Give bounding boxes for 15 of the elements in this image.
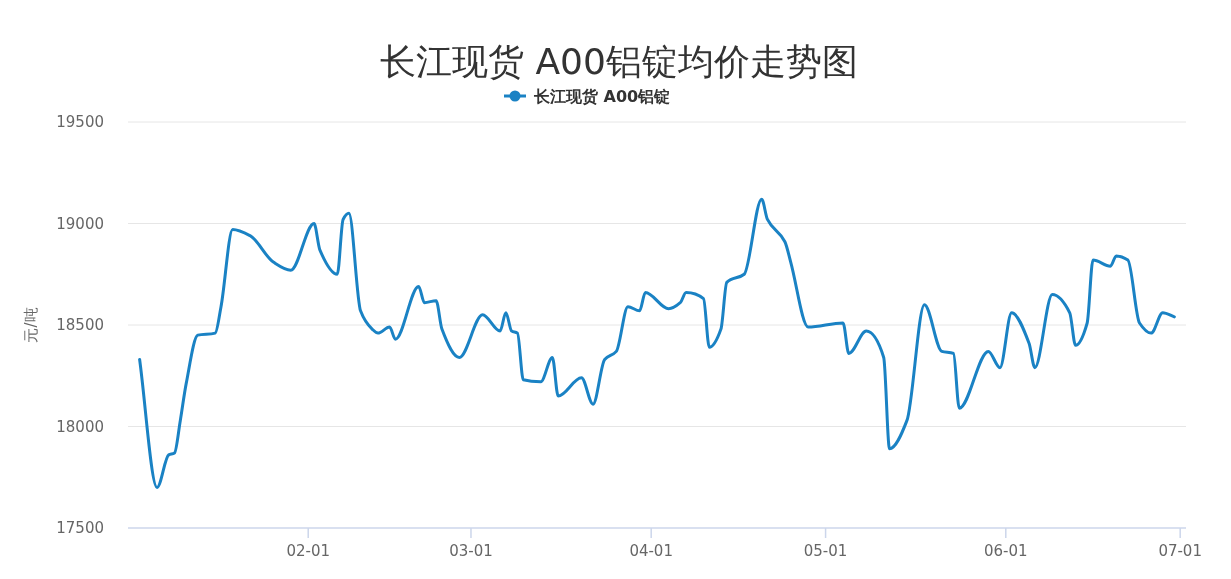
x-tick-label: 04-01 (629, 542, 673, 560)
y-tick-label: 19500 (56, 113, 104, 131)
x-tick-label: 03-01 (449, 542, 493, 560)
y-tick-label: 18000 (56, 417, 104, 436)
x-tick-label: 02-01 (286, 542, 331, 560)
x-tick-label: 06-01 (983, 542, 1028, 560)
chart-title: 长江现货 A00铝锭均价走势图 (380, 41, 858, 82)
y-tick-label: 19000 (56, 214, 104, 233)
y-tick-label: 17500 (56, 519, 104, 537)
y-axis-title: 元/吨 (22, 307, 40, 343)
legend-label: 长江现货 A00铝锭 (533, 87, 671, 106)
x-tick-label: 05-01 (803, 542, 848, 560)
legend: 长江现货 A00铝锭 (504, 87, 671, 106)
x-tick-label: 07-01 (1158, 542, 1202, 560)
y-tick-label: 18500 (56, 316, 104, 334)
